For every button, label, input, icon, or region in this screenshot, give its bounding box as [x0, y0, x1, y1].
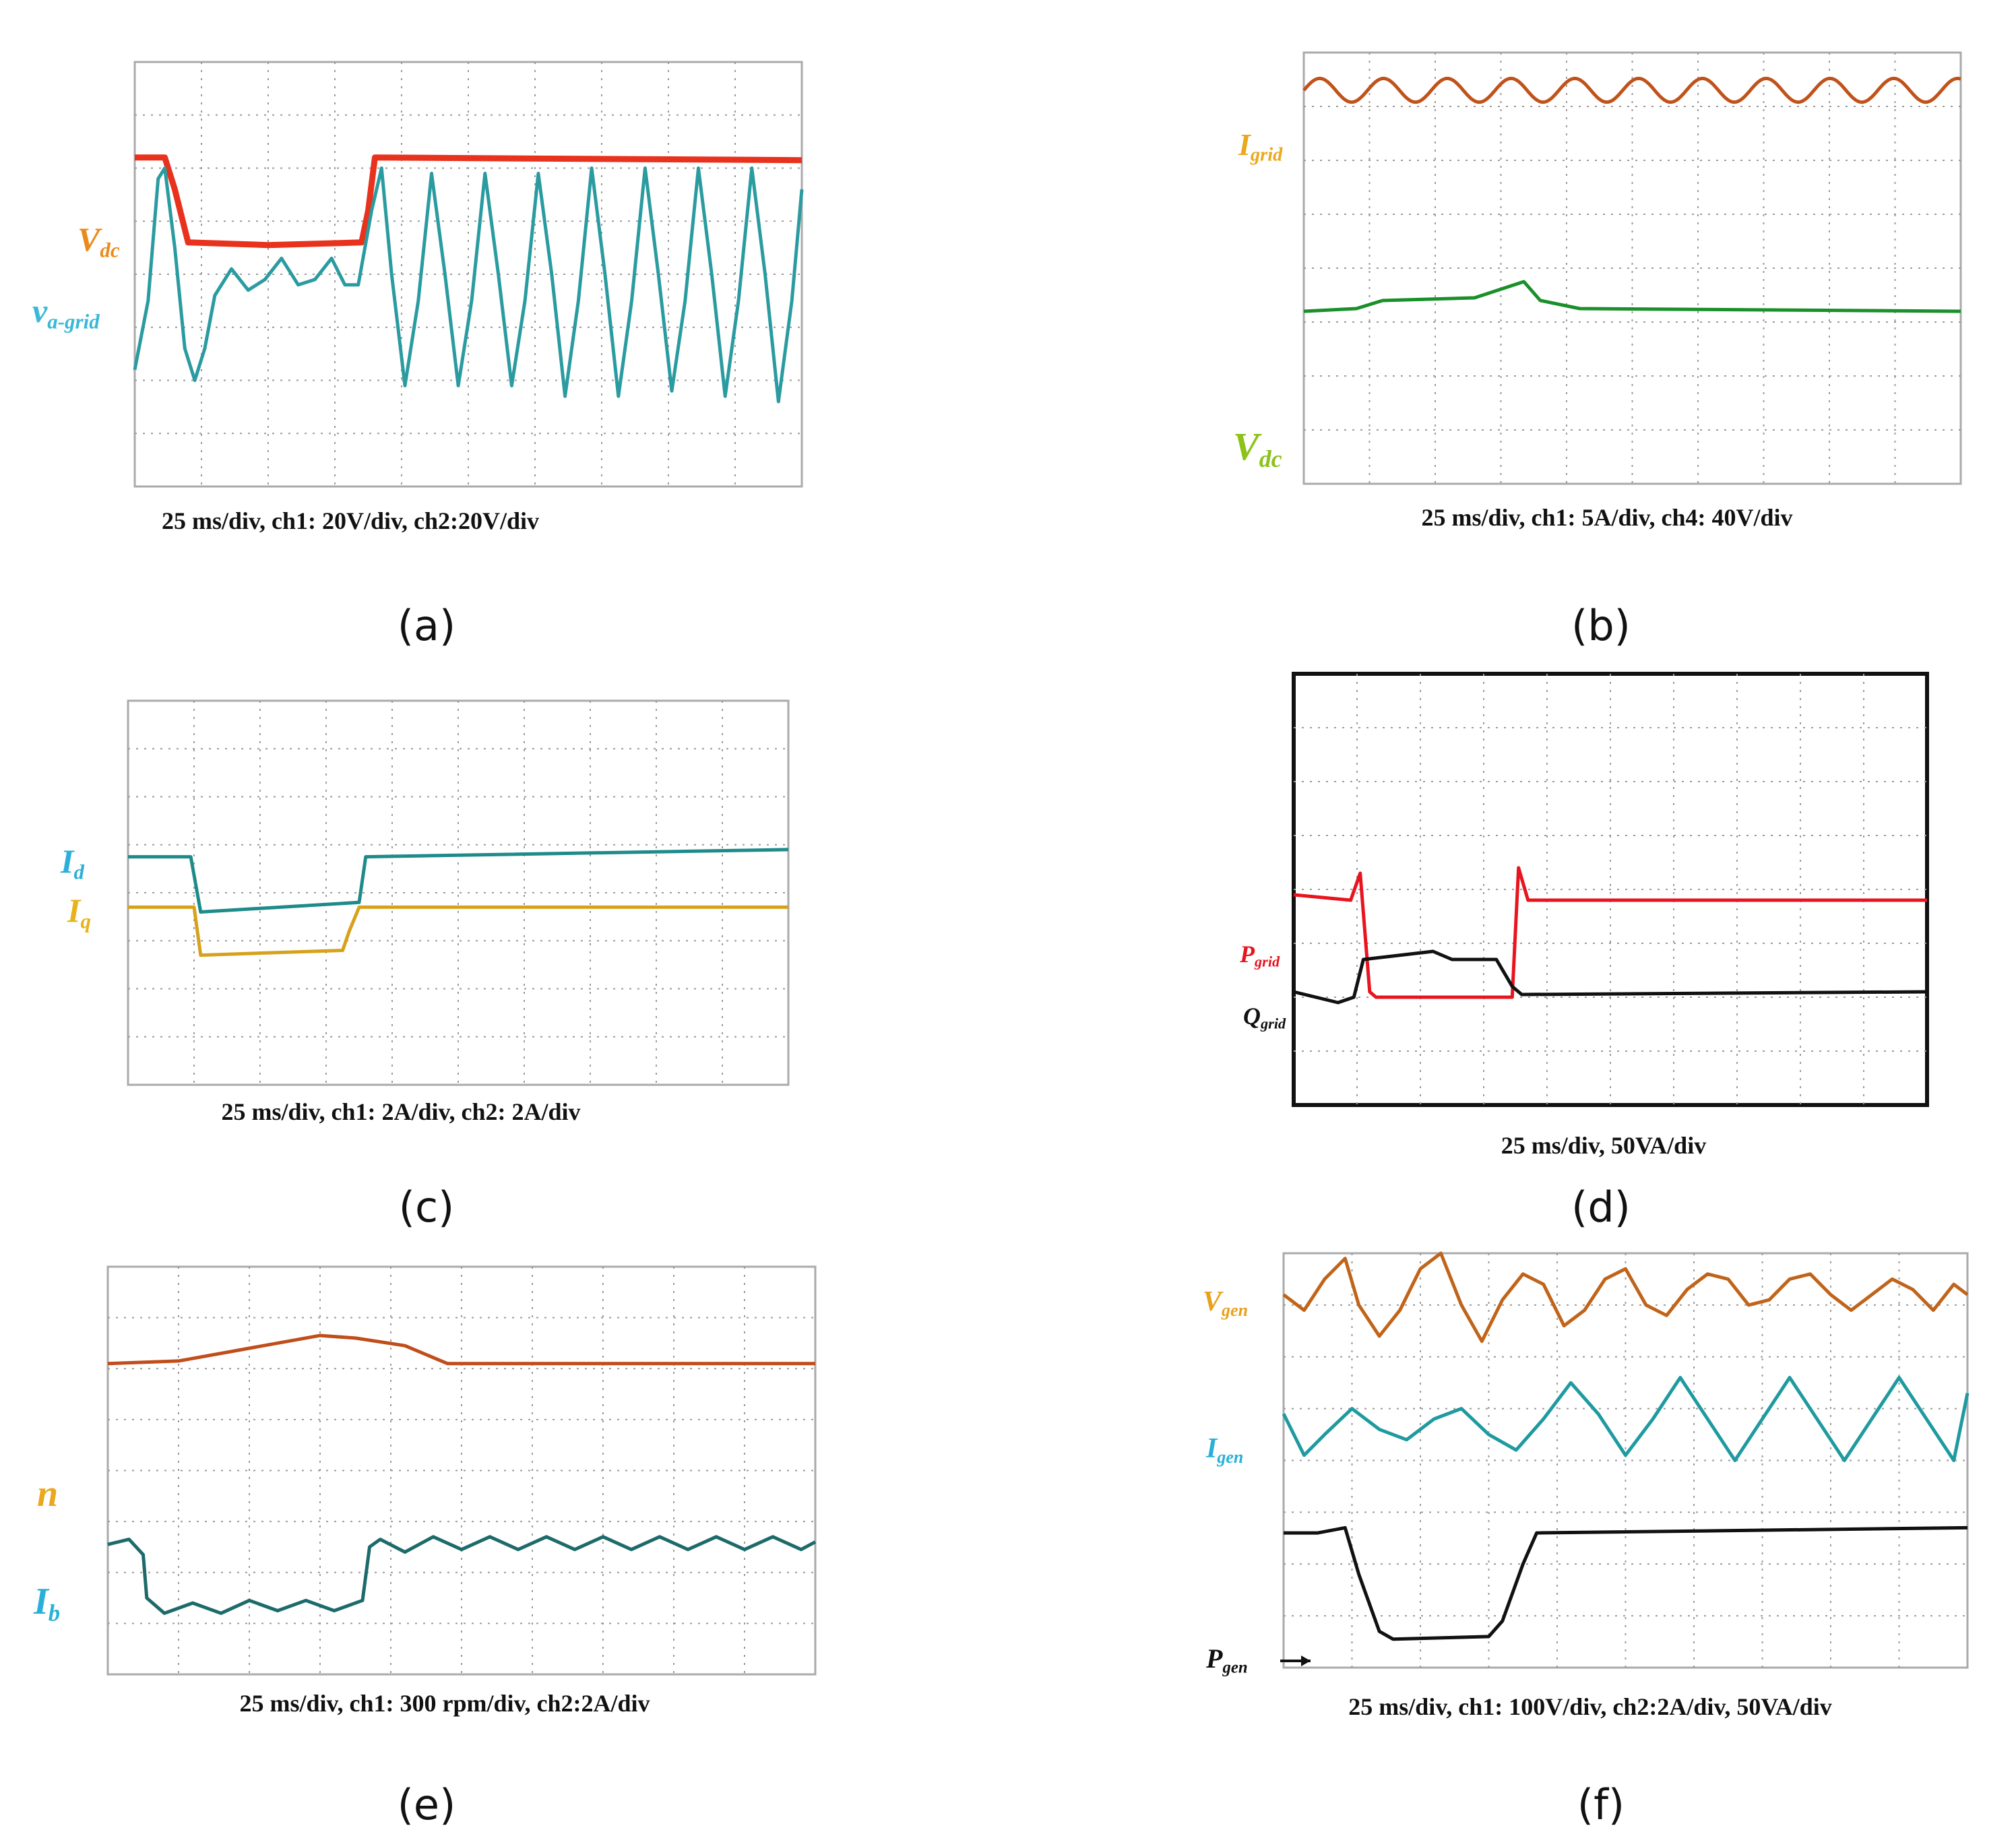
label-subscript: q	[80, 909, 91, 933]
label-main: I	[60, 842, 75, 880]
label-igrid-b: Igrid	[1238, 127, 1283, 166]
label-main: V	[77, 220, 102, 258]
pgen-arrowhead	[1301, 1655, 1311, 1666]
panel-e: n Ib 25 ms/div, ch1: 300 rpm/div, ch2:2A…	[33, 1265, 817, 1829]
panel-c: Id Iq 25 ms/div, ch1: 2A/div, ch2: 2A/di…	[60, 699, 790, 1232]
panel-label-f: (f)	[1577, 1780, 1625, 1829]
label-main: V	[1203, 1286, 1224, 1317]
label-main: V	[1233, 424, 1262, 468]
trace-v-dc	[1303, 280, 1961, 313]
trace-v-a-grid	[133, 166, 804, 404]
trace-v-dc	[135, 154, 802, 249]
trace-p-grid	[1293, 866, 1927, 999]
trace-v-gen	[1282, 1251, 1969, 1344]
panel-label-e: (e)	[398, 1780, 456, 1829]
label-subscript: grid	[1250, 145, 1283, 166]
label-va-grid-a: va-grid	[32, 292, 100, 333]
scope-screen-b	[1302, 51, 1962, 485]
label-main: v	[32, 292, 48, 329]
scope-screen-c	[127, 699, 790, 1086]
panel-label-b: (b)	[1571, 601, 1631, 650]
label-subscript: grid	[1254, 953, 1280, 970]
label-main: n	[37, 1473, 58, 1515]
trace-i-grid	[1302, 76, 1961, 104]
trace-i-gen	[1282, 1376, 1970, 1462]
scope-frame	[1282, 1252, 1969, 1669]
trace-i-b	[107, 1535, 817, 1615]
label-n-e: n	[37, 1473, 58, 1515]
trace-n	[107, 1333, 815, 1366]
label-main: I	[33, 1581, 50, 1622]
trace-p-gen	[1284, 1525, 1968, 1641]
trace-i-d	[128, 848, 789, 914]
label-subscript: d	[73, 860, 84, 883]
label-pgrid-d: Pgrid	[1239, 941, 1280, 970]
trace-q-grid	[1293, 949, 1928, 1005]
label-subscript: grid	[1260, 1015, 1286, 1032]
caption-f: 25 ms/div, ch1: 100V/div, ch2:2A/div, 50…	[1348, 1693, 1831, 1720]
label-subscript: b	[49, 1600, 60, 1626]
panel-label-a: (a)	[398, 601, 455, 650]
label-main: I	[1238, 127, 1252, 162]
label-subscript: gen	[1221, 1300, 1248, 1320]
label-igen-f: Igen	[1205, 1433, 1243, 1467]
label-subscript: dc	[100, 238, 120, 261]
label-ib-e: Ib	[33, 1581, 60, 1626]
label-main: P	[1239, 941, 1255, 968]
label-id-c: Id	[60, 842, 84, 883]
panel-a: Vdc va-grid 25 ms/div, ch1: 20V/div, ch2…	[32, 61, 804, 650]
label-vdc-a: Vdc	[77, 220, 120, 261]
panel-label-c: (c)	[399, 1182, 454, 1232]
label-main: Q	[1243, 1003, 1261, 1030]
scope-screen-f	[1282, 1251, 1970, 1669]
label-pgen-f: Pgen	[1205, 1643, 1248, 1676]
trace-i-q	[128, 905, 788, 957]
label-vgen-f: Vgen	[1203, 1286, 1248, 1320]
label-subscript: a-grid	[47, 309, 100, 333]
label-subscript: gen	[1222, 1658, 1247, 1676]
caption-b: 25 ms/div, ch1: 5A/div, ch4: 40V/div	[1421, 504, 1792, 531]
label-vdc-b: Vdc	[1233, 424, 1282, 472]
label-main: I	[67, 891, 82, 929]
label-main: P	[1205, 1643, 1223, 1674]
panel-f: Vgen Igen Pgen 25 ms/div, ch1: 100V/div,…	[1203, 1251, 1970, 1829]
caption-e: 25 ms/div, ch1: 300 rpm/div, ch2:2A/div	[239, 1690, 650, 1717]
label-subscript: gen	[1216, 1447, 1243, 1467]
scope-frame	[1302, 51, 1962, 485]
label-main: I	[1205, 1433, 1218, 1464]
scope-screen-e	[106, 1265, 817, 1676]
label-qgrid-d: Qgrid	[1243, 1003, 1286, 1032]
caption-d: 25 ms/div, 50VA/div	[1501, 1132, 1706, 1159]
label-subscript: dc	[1259, 445, 1282, 472]
scope-screen-d	[1292, 672, 1929, 1107]
panel-d: Pgrid Qgrid 25 ms/div, 50VA/div (d)	[1239, 672, 1929, 1232]
panel-b: Igrid Vdc 25 ms/div, ch1: 5A/div, ch4: 4…	[1233, 51, 1962, 650]
caption-a: 25 ms/div, ch1: 20V/div, ch2:20V/div	[162, 507, 539, 534]
label-iq-c: Iq	[67, 891, 91, 933]
panel-label-d: (d)	[1571, 1182, 1631, 1232]
caption-c: 25 ms/div, ch1: 2A/div, ch2: 2A/div	[221, 1098, 580, 1125]
scope-screen-a	[133, 61, 804, 488]
